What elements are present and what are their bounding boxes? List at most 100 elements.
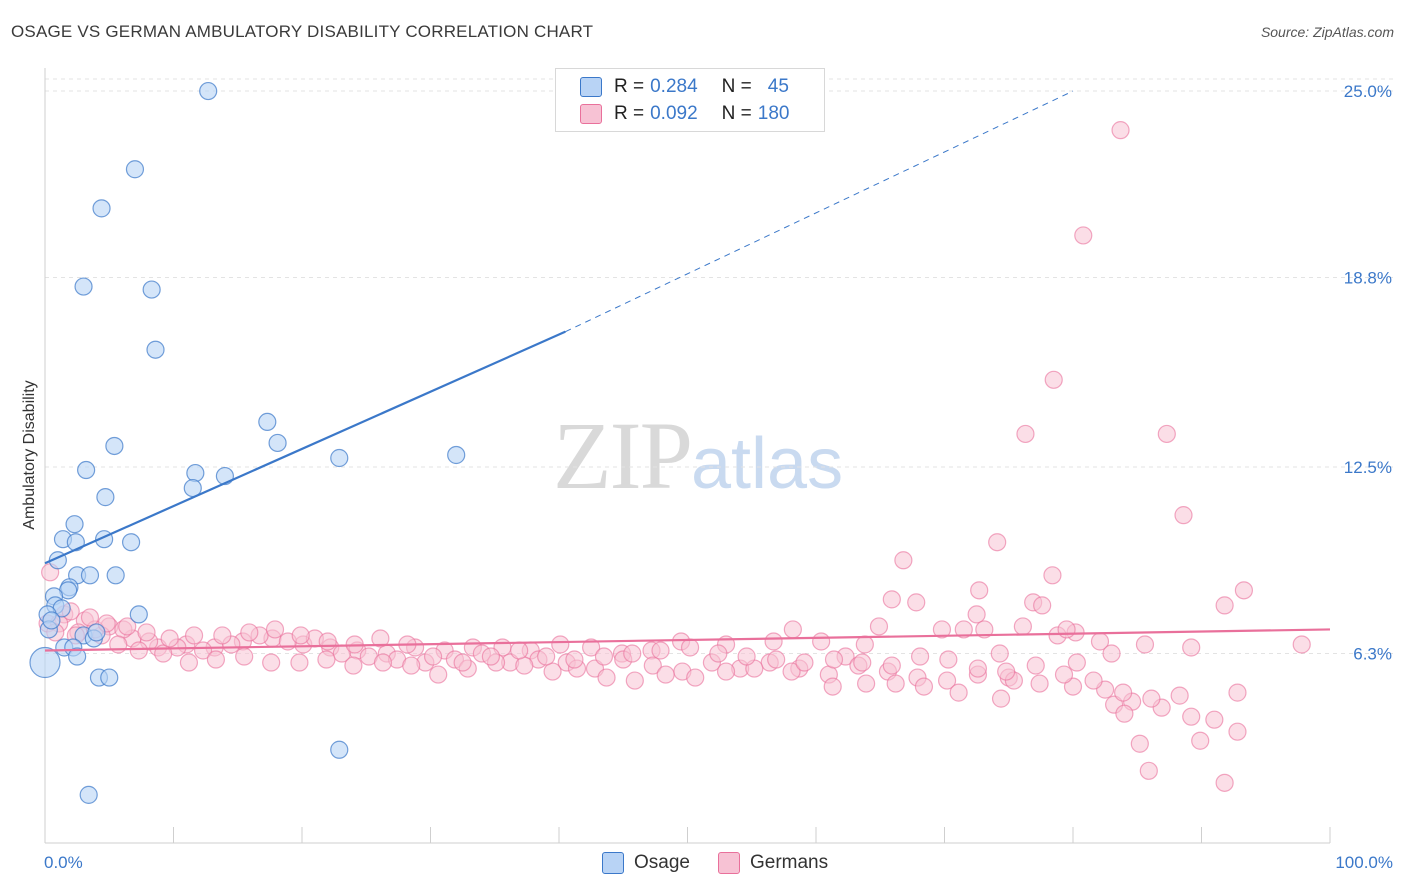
germans-point xyxy=(824,650,844,669)
germans-point xyxy=(1033,596,1052,615)
germans-point xyxy=(317,650,336,669)
germans-point xyxy=(954,620,973,639)
germans-point xyxy=(481,647,500,666)
germans-point xyxy=(1013,617,1032,636)
germans-point xyxy=(429,665,448,684)
germans-point xyxy=(967,605,986,624)
germans-point xyxy=(1139,761,1158,780)
germans-point xyxy=(1135,635,1155,654)
germans-point xyxy=(823,677,842,696)
legend-r-label: R = xyxy=(614,103,645,124)
germans-point xyxy=(886,674,905,693)
osage-point xyxy=(186,463,205,483)
germans-point xyxy=(949,683,968,702)
osage-point xyxy=(199,81,218,101)
legend-n-value: 45 xyxy=(767,76,789,97)
germans-point xyxy=(932,620,952,639)
germans-point xyxy=(783,620,802,639)
germans-trend-line xyxy=(44,628,1331,652)
osage-point xyxy=(258,412,277,432)
germans-point xyxy=(193,641,213,660)
germans-swatch xyxy=(580,104,602,124)
osage-point xyxy=(87,623,106,642)
osage-point xyxy=(65,515,84,534)
germans-point xyxy=(1044,370,1063,389)
osage-swatch xyxy=(580,77,602,97)
bottom-legend-germans-label: Germans xyxy=(749,852,829,873)
osage-point xyxy=(92,199,111,218)
germans-point xyxy=(990,644,1009,663)
germans-point xyxy=(680,638,700,657)
osage-point xyxy=(129,605,148,624)
y-tick-label: 12.5% xyxy=(1344,458,1392,477)
germans-point xyxy=(910,647,930,666)
germans-point xyxy=(812,632,831,651)
source-label: Source: ZipAtlas.com xyxy=(1260,24,1394,40)
germans-point xyxy=(129,641,148,660)
osage-point xyxy=(105,436,124,456)
axes xyxy=(44,68,1331,844)
germans-point xyxy=(537,647,556,666)
germans-point xyxy=(625,671,644,690)
germans-point xyxy=(1228,722,1247,741)
germans-point xyxy=(1054,665,1074,684)
osage-point xyxy=(121,533,141,552)
germans-point xyxy=(594,647,614,666)
osage-point xyxy=(68,647,87,666)
tick-labels: 6.3% 12.5% 18.8% 25.0% 0.0% 100.0% xyxy=(44,82,1393,872)
germans-point xyxy=(1182,638,1201,657)
germans-point xyxy=(939,650,958,669)
germans-point xyxy=(997,662,1016,681)
germans-point xyxy=(160,629,179,648)
germans-point xyxy=(1292,635,1311,654)
germans-point xyxy=(737,647,756,666)
germans-point xyxy=(373,653,393,672)
germans-point xyxy=(1016,424,1035,444)
osage-point xyxy=(66,533,85,552)
germans-point xyxy=(991,689,1011,708)
osage-trend-line xyxy=(44,330,566,565)
germans-point xyxy=(988,533,1007,552)
osage-point xyxy=(330,448,349,468)
osage-point xyxy=(106,566,125,585)
germans-point xyxy=(1170,686,1189,705)
germans-point xyxy=(1215,596,1234,615)
osage-point xyxy=(77,460,96,480)
germans-points xyxy=(38,121,1311,792)
legend-row-germans: R = 0.092 N = 180 xyxy=(556,100,789,128)
osage-point xyxy=(100,668,119,687)
osage-point xyxy=(146,340,165,359)
germans-point xyxy=(262,653,281,672)
osage-point xyxy=(215,466,234,486)
germans-point xyxy=(1130,734,1149,753)
bottom-legend-osage-label: Osage xyxy=(634,852,690,873)
bottom-legend: Osage Germans xyxy=(602,852,856,874)
germans-point xyxy=(1234,581,1254,600)
osage-points xyxy=(29,81,466,804)
germans-point xyxy=(1182,707,1201,726)
germans-point xyxy=(582,638,601,657)
germans-point xyxy=(1063,677,1083,696)
germans-point xyxy=(882,590,901,609)
osage-point xyxy=(142,280,161,299)
germans-point xyxy=(968,659,988,678)
germans-point xyxy=(510,641,529,660)
x-tick-label-min: 0.0% xyxy=(44,853,83,872)
germans-point xyxy=(240,623,259,642)
germans-point xyxy=(1026,656,1045,675)
germans-point xyxy=(1205,710,1224,729)
germans-point xyxy=(371,629,390,648)
legend-n-label: N = xyxy=(721,103,752,124)
legend: R = 0.284 N = 45 R = 0.092 N = 180 xyxy=(555,68,825,132)
y-tick-label: 18.8% xyxy=(1344,269,1392,288)
germans-point xyxy=(623,644,642,663)
osage-point xyxy=(74,277,93,296)
osage-point xyxy=(268,433,287,453)
germans-point xyxy=(1057,620,1076,639)
watermark: ZIPatlas xyxy=(553,400,843,511)
bottom-legend-germans: Germans xyxy=(717,852,829,874)
y-tick-label: 25.0% xyxy=(1344,82,1392,101)
germans-point xyxy=(1114,683,1133,702)
x-tick-label-max: 100.0% xyxy=(1335,853,1393,872)
